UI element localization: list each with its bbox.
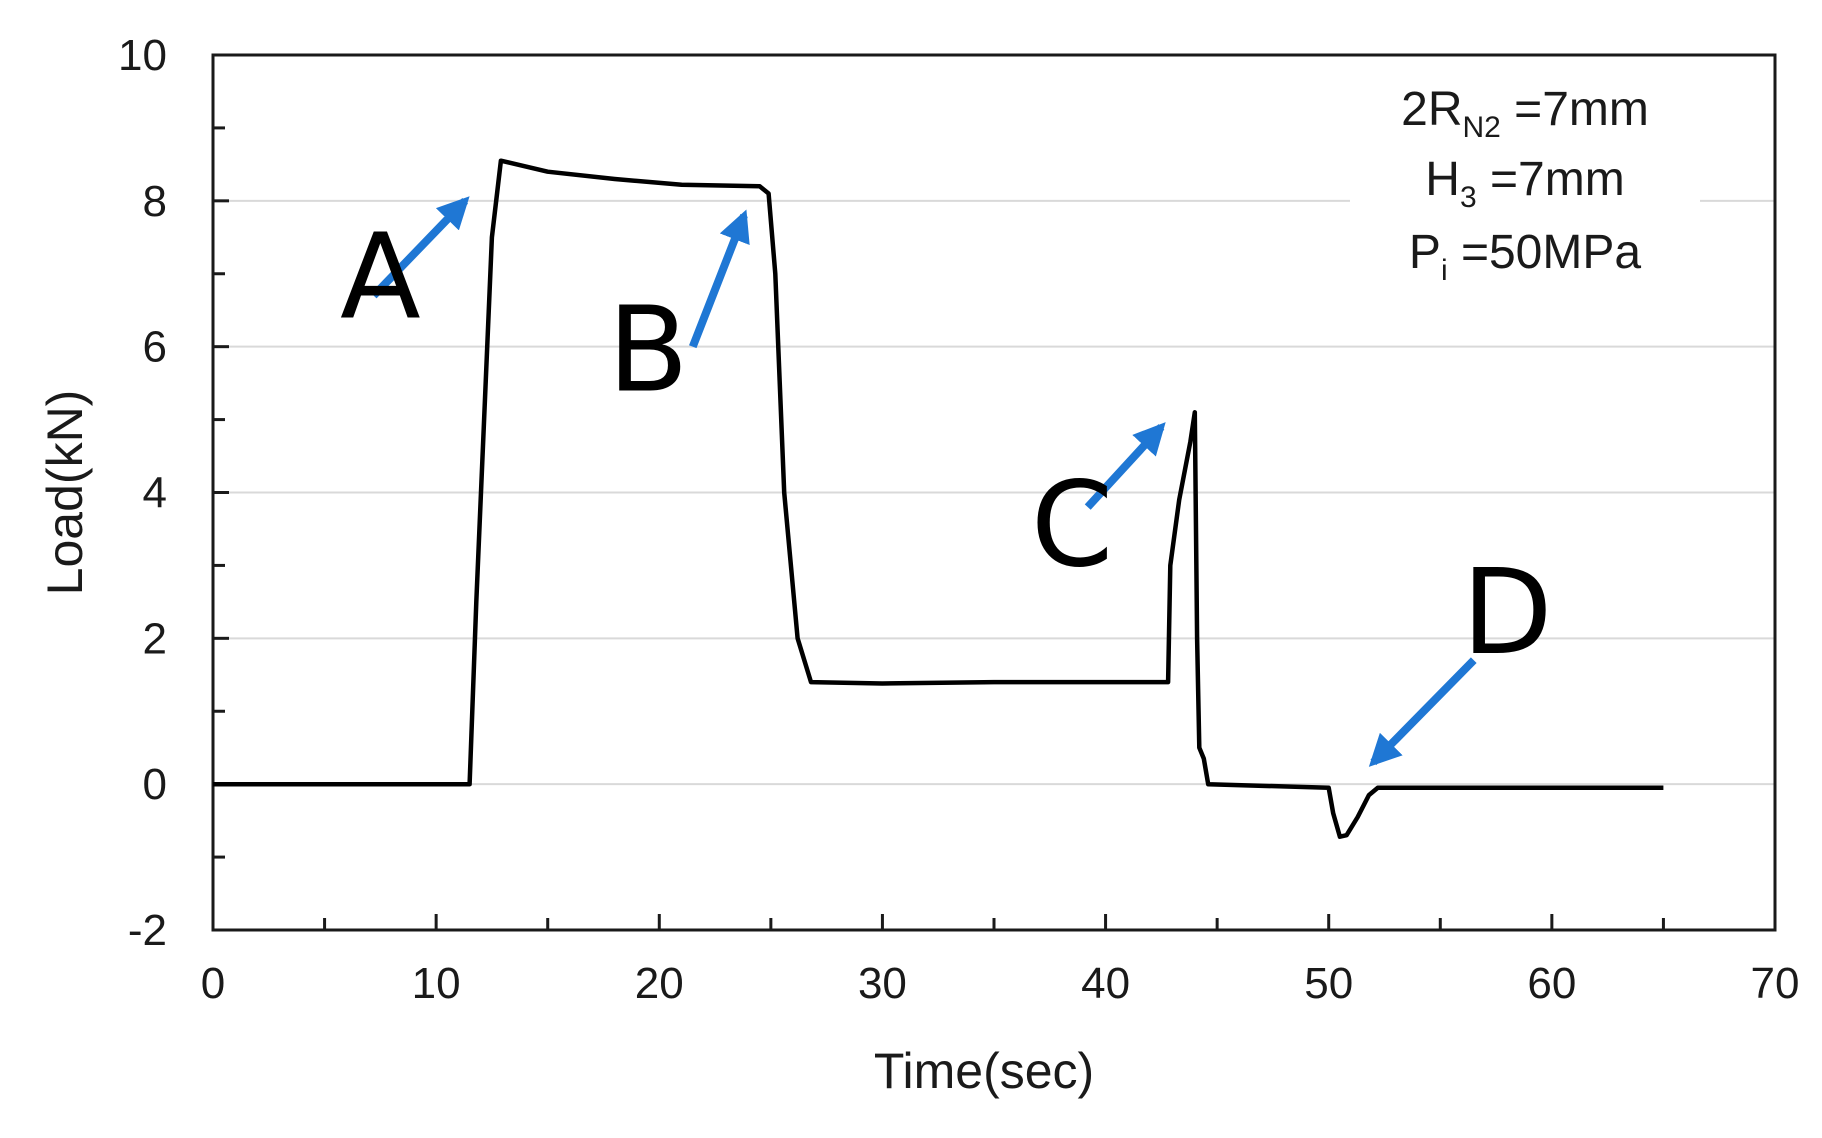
marker-arrow-d: [1368, 657, 1477, 767]
x-tick-label: 70: [1751, 959, 1800, 1008]
phase-markers: A B C D: [340, 196, 1553, 767]
condition-height-main: H: [1425, 153, 1460, 206]
condition-diameter-main: 2R: [1401, 83, 1462, 136]
y-tick-label: 10: [118, 31, 167, 80]
axis-ticks: [211, 53, 1777, 932]
y-axis-tick-labels: -2 0 2 4 6 8 10: [118, 31, 167, 955]
condition-pressure-main: P: [1409, 226, 1441, 279]
marker-arrow-a: [370, 196, 470, 299]
x-axis-title: Time(sec): [874, 1043, 1094, 1099]
x-tick-label: 40: [1081, 959, 1130, 1008]
y-tick-label: 4: [143, 469, 167, 518]
series-line-load: [213, 158, 1664, 839]
x-axis-tick-labels: 0 10 20 30 40 50 60 70: [201, 959, 1800, 1008]
conditions-legend-background: [1350, 80, 1700, 295]
condition-pressure: Pi =50MPa: [1409, 226, 1641, 287]
x-tick-label: 50: [1304, 959, 1353, 1008]
x-tick-label: 10: [412, 959, 461, 1008]
x-tick-label: 30: [858, 959, 907, 1008]
condition-diameter-value: =7mm: [1501, 83, 1649, 136]
conditions-legend: 2RN2 =7mm H3 =7mm Pi =50MPa: [1350, 80, 1700, 295]
condition-diameter: 2RN2 =7mm: [1401, 83, 1649, 144]
condition-height: H3 =7mm: [1425, 153, 1624, 214]
y-tick-label: 8: [143, 177, 167, 226]
series-layer: [213, 158, 1664, 839]
condition-pressure-value: =50MPa: [1448, 226, 1642, 279]
condition-height-value: =7mm: [1477, 153, 1625, 206]
marker-label-a: A: [340, 208, 421, 346]
marker-label-b: B: [608, 280, 689, 418]
x-tick-label: 0: [201, 959, 225, 1008]
condition-height-sub: 3: [1460, 181, 1477, 214]
y-tick-label: 2: [143, 614, 167, 663]
x-tick-label: 20: [635, 959, 684, 1008]
x-tick-label: 60: [1527, 959, 1576, 1008]
marker-arrow-c: [1084, 422, 1166, 510]
y-tick-label: 6: [143, 323, 167, 372]
y-tick-label: -2: [128, 906, 167, 955]
marker-label-c: C: [1031, 455, 1113, 593]
y-axis-title: Load(kN): [37, 390, 93, 596]
condition-diameter-sub: N2: [1462, 111, 1500, 144]
y-tick-label: 0: [143, 760, 167, 809]
marker-arrow-b: [689, 209, 750, 349]
condition-pressure-sub: i: [1441, 254, 1448, 287]
marker-label-d: D: [1462, 543, 1553, 681]
